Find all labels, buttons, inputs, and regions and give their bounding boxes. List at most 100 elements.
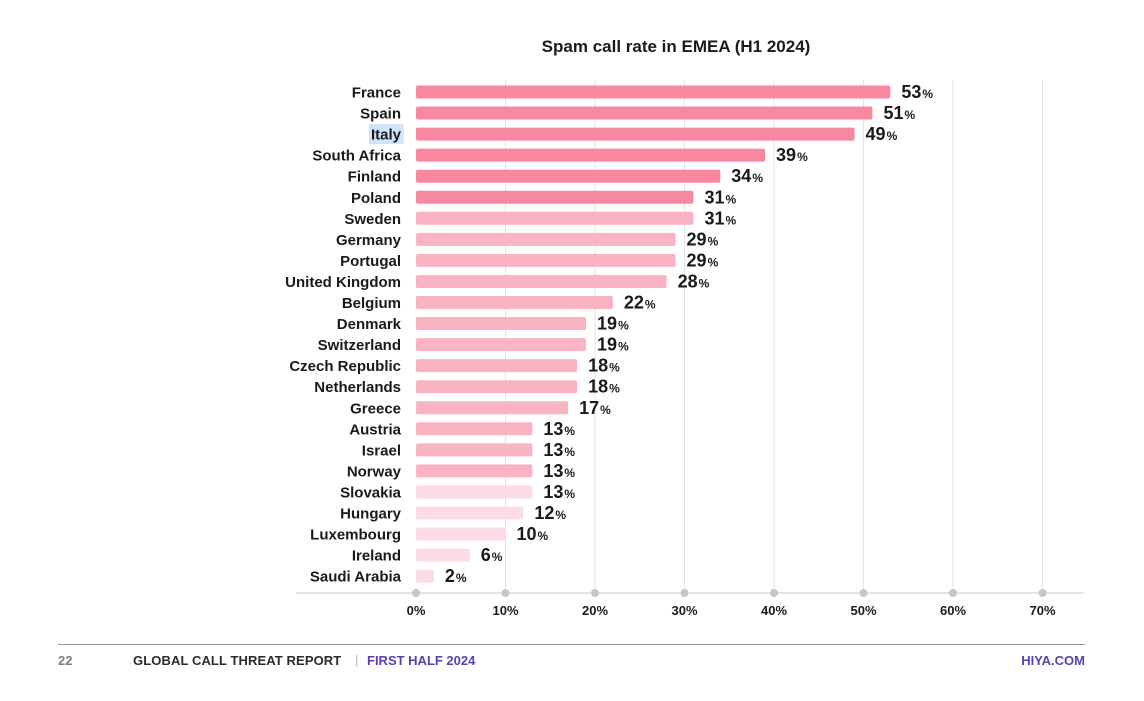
x-tick-label: 0% xyxy=(407,603,426,618)
category-label: France xyxy=(352,85,401,102)
category-label: Denmark xyxy=(337,316,402,333)
bar xyxy=(416,548,470,562)
category-label: Portugal xyxy=(340,253,401,270)
category-label: Israel xyxy=(362,442,401,459)
value-label: 39% xyxy=(776,145,808,165)
x-tick-dot xyxy=(680,589,689,597)
value-label: 17% xyxy=(579,398,611,418)
category-label: Greece xyxy=(350,400,401,417)
value-label: 13% xyxy=(543,482,575,502)
report-period: FIRST HALF 2024 xyxy=(367,653,476,668)
bar xyxy=(416,506,524,520)
report-footer: 22 GLOBAL CALL THREAT REPORT | FIRST HAL… xyxy=(58,644,1085,676)
report-title: GLOBAL CALL THREAT REPORT xyxy=(133,653,342,668)
bar xyxy=(416,148,766,162)
value-label: 6% xyxy=(481,545,503,565)
category-label: Hungary xyxy=(340,506,402,523)
category-label: Ireland xyxy=(352,548,401,565)
bar xyxy=(416,106,873,120)
bar xyxy=(416,338,587,352)
x-tick-dot xyxy=(949,589,957,597)
x-tick-label: 30% xyxy=(671,603,697,618)
category-label: Poland xyxy=(351,190,401,207)
value-label: 34% xyxy=(731,166,763,186)
category-label: Germany xyxy=(336,232,402,249)
value-label: 10% xyxy=(517,524,549,544)
spam-rate-chart: Spam call rate in EMEA (H1 2024) 0% 10% 20… xyxy=(285,37,1084,618)
bar xyxy=(416,401,569,415)
page-number: 22 xyxy=(58,653,73,668)
category-label: Saudi Arabia xyxy=(310,569,402,586)
value-label: 19% xyxy=(597,314,629,334)
footer-separator: | xyxy=(355,652,359,667)
category-labels: France Spain Italy South Africa Finland Polan… xyxy=(285,85,404,586)
bar xyxy=(416,380,578,394)
bar xyxy=(416,232,676,246)
value-label: 29% xyxy=(687,250,719,270)
category-label: Netherlands xyxy=(314,379,401,396)
category-highlight xyxy=(368,124,404,145)
value-label: 49% xyxy=(866,124,898,144)
category-label: Slovakia xyxy=(340,484,402,501)
bar xyxy=(416,317,587,331)
value-label: 53% xyxy=(901,82,933,102)
value-label: 18% xyxy=(588,356,620,376)
value-label: 13% xyxy=(543,461,575,481)
bar xyxy=(416,422,533,436)
site-link[interactable]: HIYA.COM xyxy=(1021,653,1085,668)
x-axis: 0% 10% 20% 30% 40% 50% 60% 70% xyxy=(296,589,1084,618)
value-label: 22% xyxy=(624,293,656,313)
x-tick-label: 10% xyxy=(492,603,518,618)
chart-title: Spam call rate in EMEA (H1 2024) xyxy=(542,37,811,56)
category-label: Italy xyxy=(371,127,402,144)
bar xyxy=(416,274,667,288)
bar xyxy=(416,527,506,541)
category-label: Spain xyxy=(360,106,401,123)
bar xyxy=(416,569,434,583)
bar xyxy=(416,464,533,478)
x-tick-label: 60% xyxy=(940,603,966,618)
category-label: Czech Republic xyxy=(289,358,401,375)
x-tick-dot xyxy=(412,589,420,597)
x-tick-dot xyxy=(770,589,778,597)
bar xyxy=(416,169,721,183)
value-label: 18% xyxy=(588,377,620,397)
value-label: 13% xyxy=(543,419,575,439)
value-label: 51% xyxy=(883,103,915,123)
x-tick-label: 20% xyxy=(582,603,608,618)
category-label: United Kingdom xyxy=(285,274,401,291)
category-label: Norway xyxy=(347,463,402,480)
value-label: 31% xyxy=(704,187,736,207)
bar xyxy=(416,85,891,99)
gridlines xyxy=(505,80,1043,593)
bars xyxy=(416,85,891,583)
value-label: 28% xyxy=(678,271,710,291)
category-label: Belgium xyxy=(342,295,401,312)
category-label: South Africa xyxy=(312,148,401,165)
category-label: Sweden xyxy=(344,211,401,228)
x-tick-label: 50% xyxy=(850,603,876,618)
category-label: Austria xyxy=(349,421,401,438)
x-tick-dot xyxy=(1038,589,1047,597)
value-label: 13% xyxy=(543,440,575,460)
x-tick-dot xyxy=(859,589,868,597)
bar xyxy=(416,359,578,373)
x-tick-dot xyxy=(501,589,510,597)
bar xyxy=(416,296,613,309)
x-tick-label: 40% xyxy=(761,603,787,618)
category-label: Finland xyxy=(348,169,401,186)
value-label: 12% xyxy=(534,503,566,523)
bar xyxy=(416,253,676,267)
value-label: 29% xyxy=(687,229,719,249)
x-tick-label: 70% xyxy=(1029,603,1055,618)
value-labels: 53%51%49%39%34%31%31%29%29%28%22%19%19%1… xyxy=(445,82,933,586)
bar xyxy=(416,211,694,225)
category-label: Switzerland xyxy=(318,337,401,354)
value-label: 19% xyxy=(597,335,629,355)
category-label: Luxembourg xyxy=(310,527,401,544)
bar xyxy=(416,127,855,141)
value-label: 31% xyxy=(704,208,736,228)
bar xyxy=(416,190,694,204)
value-label: 2% xyxy=(445,566,467,586)
bar xyxy=(416,485,533,499)
